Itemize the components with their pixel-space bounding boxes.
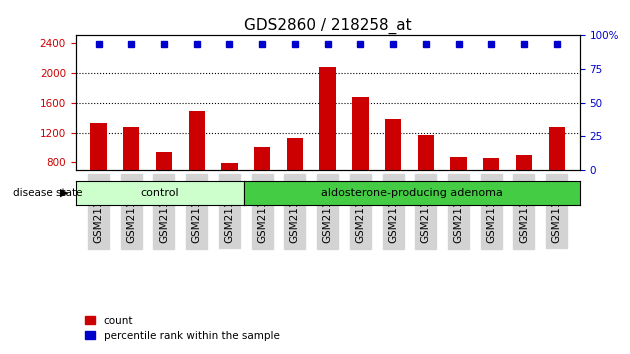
Text: control: control: [140, 188, 179, 198]
Bar: [90, 123, 106, 222]
Text: ▶: ▶: [60, 188, 68, 198]
Bar: [418, 135, 434, 222]
Text: disease state: disease state: [13, 188, 82, 198]
Bar: [156, 152, 172, 222]
Bar: [188, 111, 205, 222]
Title: GDS2860 / 218258_at: GDS2860 / 218258_at: [244, 18, 411, 34]
Bar: [549, 127, 565, 222]
Text: aldosterone-producing adenoma: aldosterone-producing adenoma: [321, 188, 503, 198]
Bar: [287, 138, 303, 222]
Bar: [123, 127, 139, 222]
Bar: [352, 97, 369, 222]
Bar: [385, 119, 401, 222]
Bar: [319, 67, 336, 222]
Bar: [221, 163, 238, 222]
Bar: [516, 155, 532, 222]
Legend: count, percentile rank within the sample: count, percentile rank within the sample: [81, 312, 284, 345]
Bar: [483, 158, 500, 222]
Bar: [254, 147, 270, 222]
Bar: [450, 157, 467, 222]
